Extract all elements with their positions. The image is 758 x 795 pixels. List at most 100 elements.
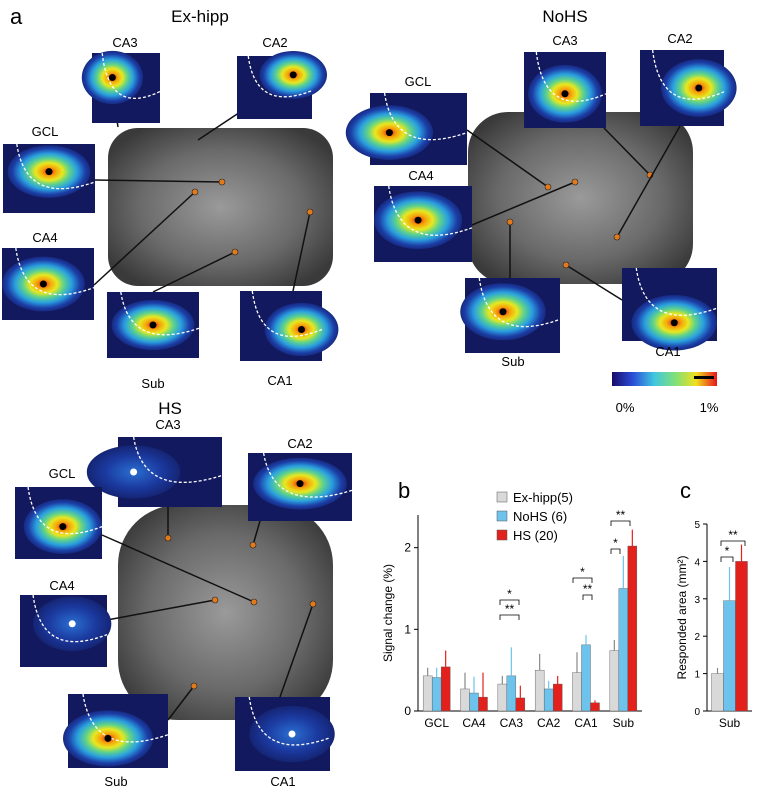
group-title: NoHS bbox=[542, 7, 587, 26]
region-boundary bbox=[251, 290, 323, 338]
bar bbox=[497, 683, 508, 712]
recording-site bbox=[59, 523, 67, 531]
connector-line bbox=[466, 129, 549, 188]
region-label: Sub bbox=[141, 376, 164, 391]
bar bbox=[627, 545, 638, 712]
region-boundary bbox=[478, 277, 561, 328]
connector-line bbox=[292, 211, 311, 292]
connector-line bbox=[93, 191, 196, 286]
significance-bracket bbox=[610, 520, 631, 526]
slice-marker bbox=[249, 541, 257, 549]
x-tick-label: CA2 bbox=[537, 716, 561, 730]
region-boundary bbox=[27, 486, 103, 535]
region-boundary bbox=[247, 55, 313, 98]
recording-site bbox=[108, 74, 116, 81]
significance-label: ** bbox=[583, 582, 593, 596]
group-title: HS bbox=[158, 399, 182, 418]
slice-marker bbox=[562, 261, 570, 269]
significance-bracket bbox=[720, 556, 734, 562]
region-label: CA1 bbox=[267, 373, 292, 388]
slice-image bbox=[468, 112, 693, 284]
x-tick-label: Sub bbox=[613, 716, 635, 730]
legend-label: Ex-hipp(5) bbox=[513, 490, 573, 505]
region-boundary bbox=[32, 594, 108, 643]
x-tick-label: CA1 bbox=[574, 716, 598, 730]
recording-site bbox=[45, 168, 53, 176]
slice-marker bbox=[218, 178, 226, 186]
region-label: CA3 bbox=[112, 35, 137, 50]
slice-marker bbox=[231, 248, 239, 256]
region-label: GCL bbox=[32, 124, 59, 139]
bar bbox=[572, 672, 582, 712]
y-tick-label: 0 bbox=[404, 704, 411, 718]
y-tick-label: 5 bbox=[694, 520, 700, 531]
bar bbox=[515, 697, 526, 712]
significance-bracket bbox=[499, 599, 520, 605]
significance-label: ** bbox=[728, 528, 738, 542]
y-tick-label: 4 bbox=[694, 557, 700, 568]
region-label: Sub bbox=[104, 774, 127, 789]
slice-marker bbox=[544, 183, 552, 191]
significance-label: ** bbox=[616, 508, 626, 522]
region-label: CA4 bbox=[49, 578, 74, 593]
panel-label: c bbox=[680, 478, 691, 503]
panel-label: a bbox=[10, 4, 23, 29]
bar bbox=[723, 600, 736, 712]
significance-bracket bbox=[582, 594, 593, 600]
region-label: CA2 bbox=[667, 31, 692, 46]
bar bbox=[469, 692, 479, 712]
significance-label: * bbox=[580, 565, 585, 579]
connector-line bbox=[565, 264, 623, 301]
region-boundary bbox=[16, 143, 96, 190]
y-tick-label: 1 bbox=[404, 622, 411, 636]
region-label: CA4 bbox=[408, 168, 433, 183]
bar bbox=[711, 673, 724, 712]
significance-label: ** bbox=[505, 602, 515, 616]
region-label: GCL bbox=[405, 74, 432, 89]
region-label: CA1 bbox=[655, 344, 680, 359]
region-label: CA2 bbox=[262, 35, 287, 50]
bar bbox=[581, 644, 591, 712]
region-label: CA1 bbox=[270, 774, 295, 789]
region-boundary bbox=[388, 185, 473, 236]
recording-site bbox=[695, 84, 703, 92]
significance-bracket bbox=[720, 540, 746, 546]
y-tick-label: 1 bbox=[694, 670, 700, 681]
bar bbox=[431, 677, 442, 712]
panel-label: b bbox=[398, 478, 410, 503]
region-boundary bbox=[248, 696, 331, 746]
recording-site bbox=[289, 71, 297, 79]
connector-line bbox=[471, 181, 576, 226]
slice-marker bbox=[309, 600, 317, 608]
bar bbox=[618, 588, 629, 712]
significance-label: * bbox=[613, 536, 618, 550]
region-label: Sub bbox=[501, 354, 524, 369]
recording-site bbox=[298, 326, 305, 333]
y-tick-label: 2 bbox=[694, 632, 700, 643]
x-tick-label: CA3 bbox=[500, 716, 524, 730]
region-boundary bbox=[132, 436, 223, 483]
recording-site bbox=[385, 129, 393, 137]
recording-site bbox=[68, 620, 76, 628]
significance-bracket bbox=[610, 548, 621, 554]
connector-line bbox=[616, 125, 681, 238]
legend-swatch bbox=[496, 510, 508, 522]
y-tick-label: 3 bbox=[694, 595, 700, 606]
y-tick-label: 2 bbox=[404, 541, 411, 555]
region-boundary bbox=[535, 51, 607, 102]
connector-line bbox=[252, 520, 261, 546]
region-boundary bbox=[15, 247, 95, 296]
recording-site bbox=[670, 319, 678, 327]
x-tick-label: GCL bbox=[424, 716, 449, 730]
region-boundary bbox=[101, 52, 161, 100]
slice-marker bbox=[250, 598, 258, 606]
slice-marker bbox=[211, 596, 219, 604]
connector-line bbox=[106, 599, 216, 621]
recording-site bbox=[296, 480, 304, 488]
y-axis-label: Signal change (%) bbox=[381, 564, 395, 662]
slice-marker bbox=[571, 178, 579, 186]
slice-marker bbox=[613, 233, 621, 241]
region-label: CA3 bbox=[155, 417, 180, 432]
connector-line bbox=[94, 179, 223, 183]
